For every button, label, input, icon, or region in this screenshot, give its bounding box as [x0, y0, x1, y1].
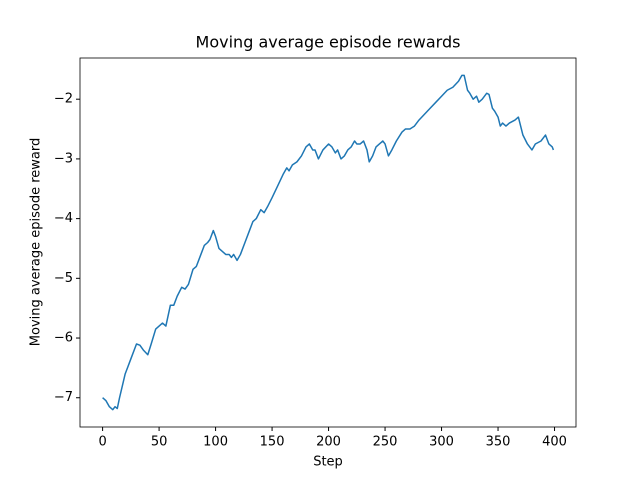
y-tick-label: −6	[54, 331, 73, 346]
x-tick-label: 200	[316, 435, 341, 450]
chart-title: Moving average episode rewards	[196, 33, 461, 52]
line	[102, 74, 555, 411]
y-tick-label: −2	[54, 92, 73, 107]
plot-frame	[79, 57, 577, 428]
y-tick-label: −3	[54, 151, 73, 166]
x-tick-label: 250	[373, 435, 398, 450]
x-tick-label: 150	[260, 435, 285, 450]
x-tick-label: 100	[203, 435, 228, 450]
y-tick-label: −7	[54, 390, 73, 405]
y-axis-label: Moving average episode reward	[29, 138, 44, 346]
y-tick-label: −4	[54, 211, 73, 226]
x-tick-label: 300	[429, 435, 454, 450]
x-axis-label: Step	[313, 455, 343, 470]
x-tick-label: 350	[486, 435, 511, 450]
x-tick-label: 400	[542, 435, 567, 450]
x-tick-label: 50	[151, 435, 168, 450]
y-tick-label: −5	[54, 271, 73, 286]
x-tick-label: 0	[98, 435, 106, 450]
